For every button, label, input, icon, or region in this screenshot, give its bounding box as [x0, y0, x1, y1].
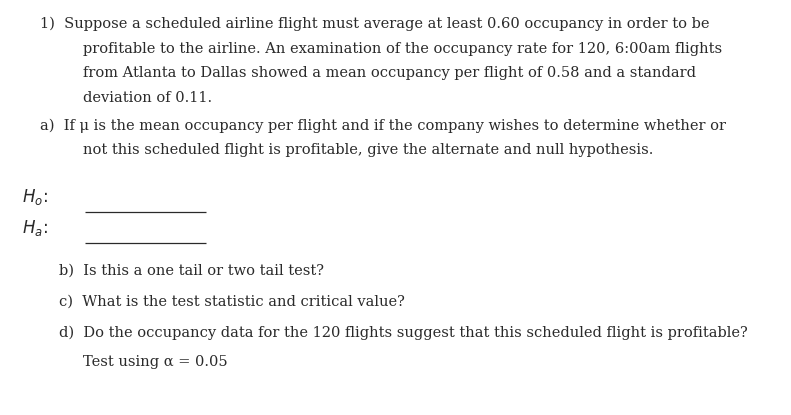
Text: d)  Do the occupancy data for the 120 flights suggest that this scheduled flight: d) Do the occupancy data for the 120 fli…	[59, 326, 748, 340]
Text: Test using α = 0.05: Test using α = 0.05	[83, 355, 228, 369]
Text: c)  What is the test statistic and critical value?: c) What is the test statistic and critic…	[59, 295, 405, 309]
Text: b)  Is this a one tail or two tail test?: b) Is this a one tail or two tail test?	[59, 264, 324, 278]
Text: $H_a$:: $H_a$:	[22, 218, 48, 238]
Text: $H_o$:: $H_o$:	[22, 187, 48, 207]
Text: profitable to the airline. An examination of the occupancy rate for 120, 6:00am : profitable to the airline. An examinatio…	[83, 42, 722, 56]
Text: 1)  Suppose a scheduled airline flight must average at least 0.60 occupancy in o: 1) Suppose a scheduled airline flight mu…	[40, 17, 709, 31]
Text: from Atlanta to Dallas showed a mean occupancy per flight of 0.58 and a standard: from Atlanta to Dallas showed a mean occ…	[83, 66, 696, 81]
Text: deviation of 0.11.: deviation of 0.11.	[83, 91, 212, 105]
Text: a)  If μ is the mean occupancy per flight and if the company wishes to determine: a) If μ is the mean occupancy per flight…	[40, 118, 725, 133]
Text: not this scheduled flight is profitable, give the alternate and null hypothesis.: not this scheduled flight is profitable,…	[83, 143, 653, 157]
